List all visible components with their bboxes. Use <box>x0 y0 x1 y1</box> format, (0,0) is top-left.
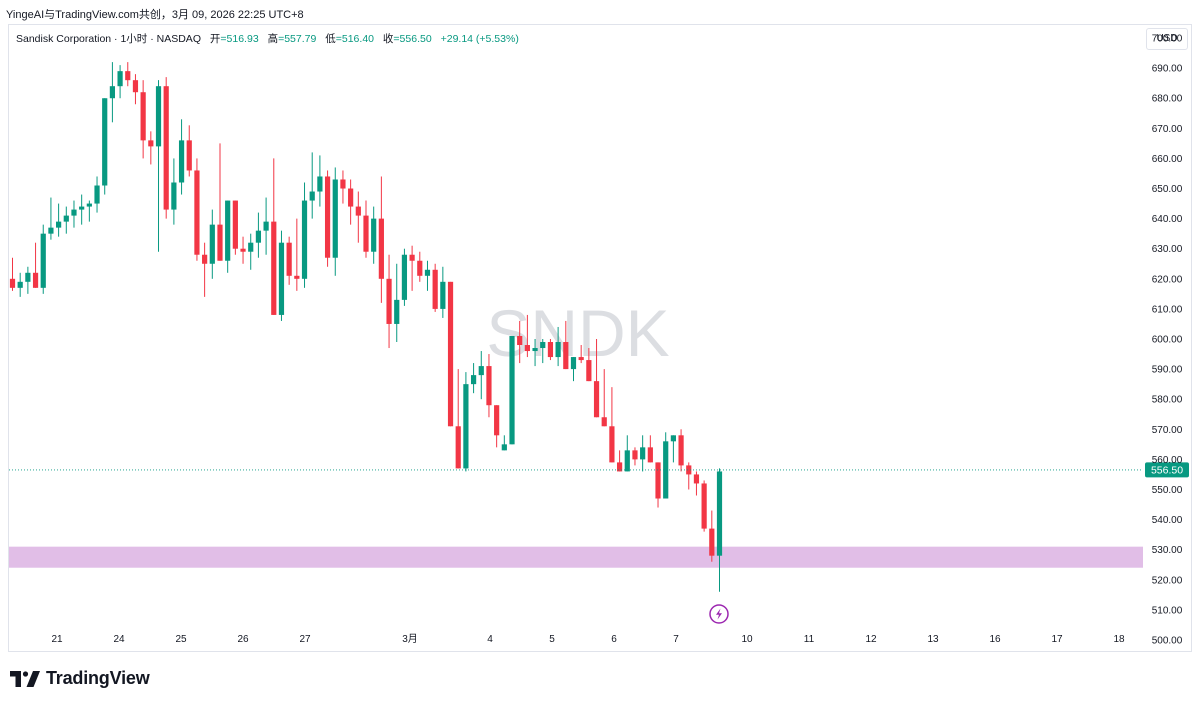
open-value: =516.93 <box>220 33 259 45</box>
close-label: 收 <box>382 33 394 45</box>
chart-frame[interactable] <box>8 24 1192 652</box>
low-label: 低 <box>325 33 336 45</box>
tradingview-logo[interactable]: TradingView <box>10 668 150 689</box>
low-value: =516.40 <box>335 33 374 45</box>
high-value: =557.79 <box>278 33 317 45</box>
close-value: =556.50 <box>393 33 432 45</box>
high-label: 高 <box>267 33 279 45</box>
symbol-legend: Sandisk Corporation · 1小时 · NASDAQ 开=516… <box>16 31 519 46</box>
open-label: 开 <box>209 33 221 45</box>
tradingview-brand: TradingView <box>46 668 150 688</box>
chart-caption: YingeAI与TradingView.com共创，3月 09, 2026 22… <box>6 9 304 21</box>
symbol-line: Sandisk Corporation · 1小时 · NASDAQ <box>16 33 201 45</box>
currency-button[interactable]: USD <box>1146 28 1188 50</box>
tv-logo-icon <box>10 670 40 687</box>
change-value: +29.14 (+5.53%) <box>440 33 519 45</box>
